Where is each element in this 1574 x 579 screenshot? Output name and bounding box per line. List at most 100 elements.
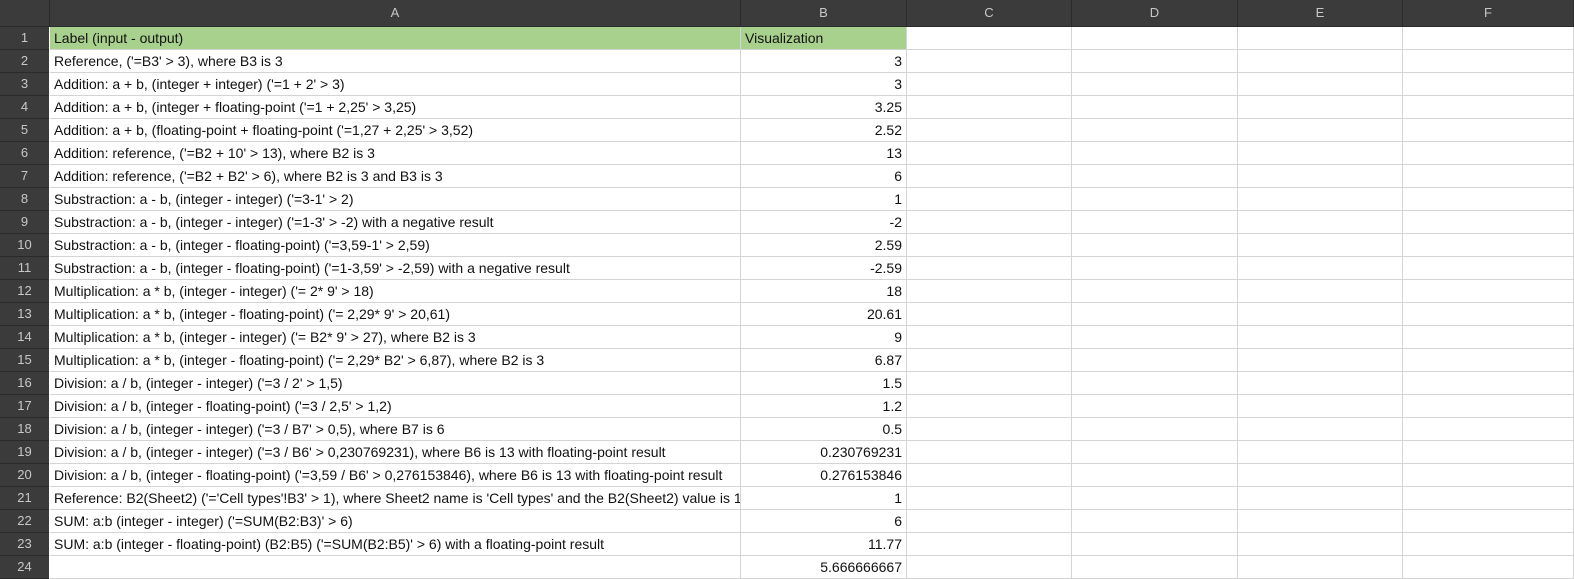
row-header-16[interactable]: 16 <box>0 372 49 395</box>
cell-d10[interactable] <box>1072 234 1238 257</box>
column-header-e[interactable]: E <box>1238 0 1403 26</box>
cell-a23[interactable]: SUM: a:b (integer - floating-point) (B2:… <box>50 533 741 556</box>
row-header-24[interactable]: 24 <box>0 556 49 579</box>
cell-e3[interactable] <box>1238 73 1403 96</box>
cell-f19[interactable] <box>1403 441 1574 464</box>
column-header-d[interactable]: D <box>1072 0 1238 26</box>
row-header-15[interactable]: 15 <box>0 349 49 372</box>
cell-e21[interactable] <box>1238 487 1403 510</box>
cell-f2[interactable] <box>1403 50 1574 73</box>
cell-d4[interactable] <box>1072 96 1238 119</box>
cell-d3[interactable] <box>1072 73 1238 96</box>
cell-a5[interactable]: Addition: a + b, (floating-point + float… <box>50 119 741 142</box>
cell-b7[interactable]: 6 <box>741 165 907 188</box>
cell-c16[interactable] <box>907 372 1072 395</box>
cell-e12[interactable] <box>1238 280 1403 303</box>
cell-e15[interactable] <box>1238 349 1403 372</box>
column-header-f[interactable]: F <box>1403 0 1574 26</box>
cell-f12[interactable] <box>1403 280 1574 303</box>
cell-b11[interactable]: -2.59 <box>741 257 907 280</box>
row-header-2[interactable]: 2 <box>0 50 49 73</box>
row-header-19[interactable]: 19 <box>0 441 49 464</box>
cell-e8[interactable] <box>1238 188 1403 211</box>
cell-a4[interactable]: Addition: a + b, (integer + floating-poi… <box>50 96 741 119</box>
cell-d21[interactable] <box>1072 487 1238 510</box>
cell-f9[interactable] <box>1403 211 1574 234</box>
cell-a18[interactable]: Division: a / b, (integer - integer) ('=… <box>50 418 741 441</box>
cell-a11[interactable]: Substraction: a - b, (integer - floating… <box>50 257 741 280</box>
cell-d17[interactable] <box>1072 395 1238 418</box>
cell-f24[interactable] <box>1403 556 1574 579</box>
cell-c13[interactable] <box>907 303 1072 326</box>
cell-b4[interactable]: 3.25 <box>741 96 907 119</box>
row-header-23[interactable]: 23 <box>0 533 49 556</box>
row-header-7[interactable]: 7 <box>0 165 49 188</box>
row-header-1[interactable]: 1 <box>0 27 49 50</box>
cell-d9[interactable] <box>1072 211 1238 234</box>
row-header-10[interactable]: 10 <box>0 234 49 257</box>
cell-d7[interactable] <box>1072 165 1238 188</box>
cell-c6[interactable] <box>907 142 1072 165</box>
cell-b15[interactable]: 6.87 <box>741 349 907 372</box>
cell-a7[interactable]: Addition: reference, ('=B2 + B2' > 6), w… <box>50 165 741 188</box>
cell-a9[interactable]: Substraction: a - b, (integer - integer)… <box>50 211 741 234</box>
row-header-8[interactable]: 8 <box>0 188 49 211</box>
cell-a17[interactable]: Division: a / b, (integer - floating-poi… <box>50 395 741 418</box>
cell-a14[interactable]: Multiplication: a * b, (integer - intege… <box>50 326 741 349</box>
cell-e23[interactable] <box>1238 533 1403 556</box>
cell-f13[interactable] <box>1403 303 1574 326</box>
column-header-a[interactable]: A <box>50 0 741 26</box>
cell-a2[interactable]: Reference, ('=B3' > 3), where B3 is 3 <box>50 50 741 73</box>
cell-b18[interactable]: 0.5 <box>741 418 907 441</box>
column-header-c[interactable]: C <box>907 0 1072 26</box>
cell-f14[interactable] <box>1403 326 1574 349</box>
cell-c3[interactable] <box>907 73 1072 96</box>
cell-d13[interactable] <box>1072 303 1238 326</box>
cell-d1[interactable] <box>1072 27 1238 50</box>
cell-f17[interactable] <box>1403 395 1574 418</box>
cell-d6[interactable] <box>1072 142 1238 165</box>
row-header-11[interactable]: 11 <box>0 257 49 280</box>
cell-d18[interactable] <box>1072 418 1238 441</box>
cell-c4[interactable] <box>907 96 1072 119</box>
cell-f20[interactable] <box>1403 464 1574 487</box>
cell-f18[interactable] <box>1403 418 1574 441</box>
row-header-12[interactable]: 12 <box>0 280 49 303</box>
cell-d23[interactable] <box>1072 533 1238 556</box>
cell-c18[interactable] <box>907 418 1072 441</box>
cell-f4[interactable] <box>1403 96 1574 119</box>
cell-e20[interactable] <box>1238 464 1403 487</box>
cell-c12[interactable] <box>907 280 1072 303</box>
cell-b5[interactable]: 2.52 <box>741 119 907 142</box>
cell-f10[interactable] <box>1403 234 1574 257</box>
row-header-4[interactable]: 4 <box>0 96 49 119</box>
cell-f11[interactable] <box>1403 257 1574 280</box>
cell-e17[interactable] <box>1238 395 1403 418</box>
cell-c9[interactable] <box>907 211 1072 234</box>
row-header-3[interactable]: 3 <box>0 73 49 96</box>
cell-a8[interactable]: Substraction: a - b, (integer - integer)… <box>50 188 741 211</box>
cell-c22[interactable] <box>907 510 1072 533</box>
cell-e4[interactable] <box>1238 96 1403 119</box>
cell-d22[interactable] <box>1072 510 1238 533</box>
cell-f6[interactable] <box>1403 142 1574 165</box>
cell-e16[interactable] <box>1238 372 1403 395</box>
select-all-corner[interactable] <box>0 0 50 26</box>
cell-e2[interactable] <box>1238 50 1403 73</box>
cell-f7[interactable] <box>1403 165 1574 188</box>
cell-f5[interactable] <box>1403 119 1574 142</box>
cell-e7[interactable] <box>1238 165 1403 188</box>
cell-b3[interactable]: 3 <box>741 73 907 96</box>
cell-a16[interactable]: Division: a / b, (integer - integer) ('=… <box>50 372 741 395</box>
row-header-21[interactable]: 21 <box>0 487 49 510</box>
cell-d16[interactable] <box>1072 372 1238 395</box>
cell-b8[interactable]: 1 <box>741 188 907 211</box>
cell-b21[interactable]: 1 <box>741 487 907 510</box>
cell-c17[interactable] <box>907 395 1072 418</box>
cell-b12[interactable]: 18 <box>741 280 907 303</box>
cell-c1[interactable] <box>907 27 1072 50</box>
cell-a12[interactable]: Multiplication: a * b, (integer - intege… <box>50 280 741 303</box>
cell-c24[interactable] <box>907 556 1072 579</box>
cell-b14[interactable]: 9 <box>741 326 907 349</box>
row-header-6[interactable]: 6 <box>0 142 49 165</box>
